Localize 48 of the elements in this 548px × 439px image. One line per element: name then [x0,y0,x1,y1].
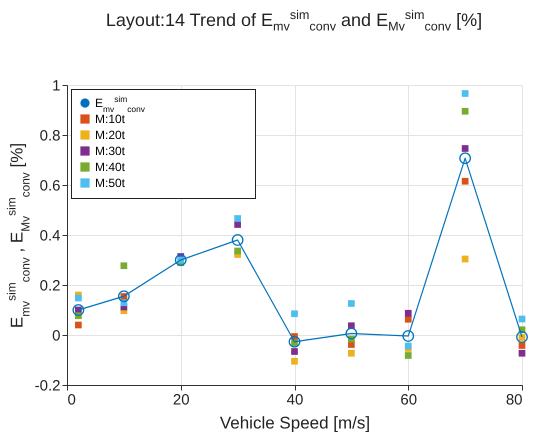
y-tick-label: 0.8 [40,128,60,144]
legend-label: M:10t [95,112,126,126]
x-tick-label: 40 [286,392,304,408]
point [518,342,526,349]
point [120,262,128,270]
point [462,145,468,152]
point [518,350,526,357]
point [75,322,82,328]
x-tick-label: 20 [172,392,190,408]
point [462,90,468,97]
point [232,234,244,246]
legend-label: M:30t [95,144,126,158]
point [291,358,298,365]
x-tick-label: 0 [68,392,76,408]
legend-label: M:50t [95,176,126,190]
x-axis-title: Vehicle Speed [m/s] [220,414,370,432]
point [345,328,358,340]
point [174,254,187,266]
point [516,331,528,343]
point [288,336,300,348]
point [234,215,241,222]
y-tick-label: 1 [52,78,60,94]
point [348,350,355,357]
y-tick-label: 0.6 [40,178,60,194]
y-tick-label: -0.2 [34,378,60,394]
y-tick-label: 0.2 [40,278,60,294]
x-tick-label: 60 [400,392,418,408]
y-tick-label: 0 [52,328,60,344]
point [402,330,414,342]
point [404,342,412,350]
point [462,108,468,115]
point [234,248,241,254]
point [291,348,298,355]
point [291,310,298,318]
point [518,316,526,322]
point [348,300,355,307]
point [75,294,82,302]
point [404,310,412,317]
point [462,178,468,185]
y-tick-label: 0.4 [40,228,60,244]
point [462,256,468,262]
x-tick-label: 80 [506,392,522,408]
point [72,304,84,316]
legend-label: M:20t [95,128,126,142]
point [118,290,130,302]
point [404,352,412,359]
legend-label: M:40t [95,160,126,174]
point [459,152,472,164]
